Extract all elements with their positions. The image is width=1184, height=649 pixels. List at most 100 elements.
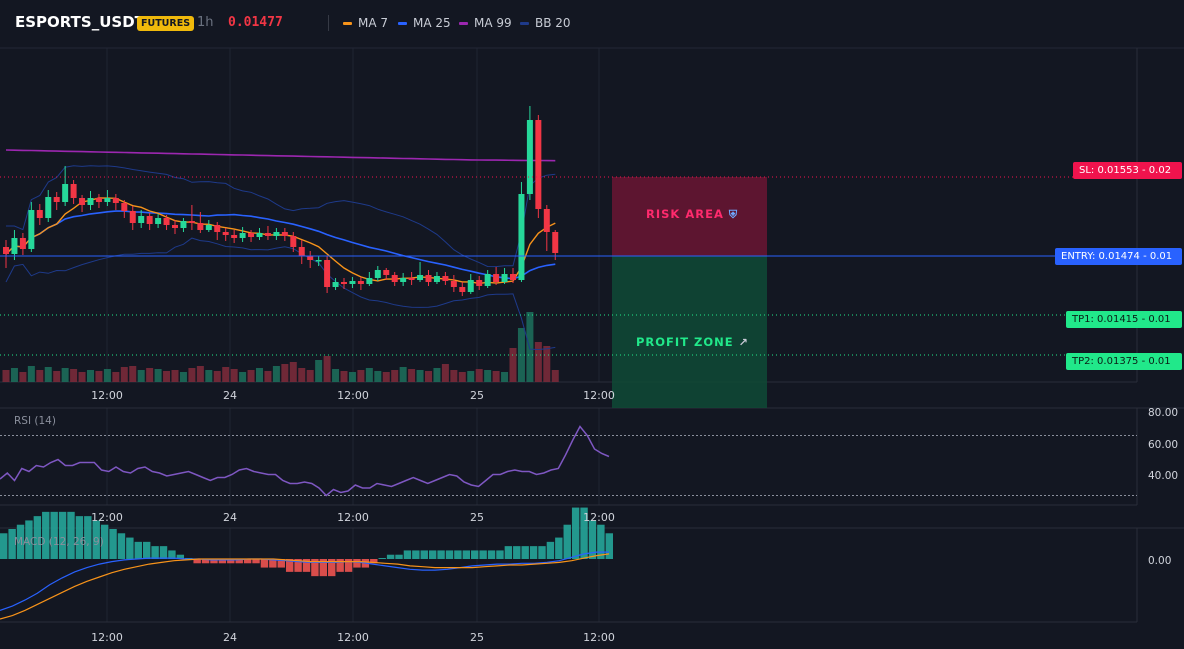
- volume-bar: [36, 370, 44, 382]
- futures-badge: FUTURES: [137, 16, 195, 31]
- volume-bar: [205, 370, 213, 382]
- volume-bar: [441, 364, 449, 382]
- macd-histogram-bar: [504, 546, 513, 559]
- macd-histogram-bar: [605, 533, 613, 559]
- symbol-name[interactable]: ESPORTS_USDT: [15, 13, 145, 31]
- bb-swatch-icon: [520, 22, 529, 25]
- macd-histogram-bar: [193, 559, 201, 564]
- macd-histogram-bar: [328, 559, 336, 577]
- candle-body: [433, 276, 440, 282]
- volume-bar: [382, 372, 390, 382]
- volume-bar: [399, 367, 407, 382]
- candle-body: [315, 260, 322, 262]
- volume-bar: [163, 371, 171, 382]
- candle-body: [3, 247, 9, 254]
- macd-histogram-bar: [555, 537, 563, 559]
- volume-bar: [289, 362, 297, 382]
- profit-zone: [612, 256, 767, 408]
- take-profit-1-label[interactable]: TP1: 0.01415 - 0.01: [1066, 311, 1182, 328]
- bollinger-bands: [5, 165, 556, 351]
- macd-histogram-bar: [479, 550, 487, 559]
- volume-bar: [509, 348, 517, 382]
- candle-body: [155, 218, 162, 224]
- legend-ma7[interactable]: MA 7: [343, 16, 388, 30]
- volume-bar: [70, 369, 78, 382]
- macd-histogram-bar: [0, 533, 8, 559]
- macd-histogram-bar: [168, 550, 176, 559]
- time-tick-label: 12:00: [583, 511, 615, 524]
- rsi-line: [0, 425, 610, 497]
- volume-bar: [239, 372, 247, 382]
- time-tick-label: 24: [223, 389, 237, 402]
- macd-histogram-bar: [210, 559, 218, 564]
- macd-histogram-bar: [471, 550, 479, 559]
- rocket-icon: ↗: [738, 336, 749, 349]
- volume-bar: [315, 360, 323, 382]
- legend-bb20[interactable]: BB 20: [520, 16, 571, 30]
- volume-bar: [374, 371, 382, 382]
- stop-loss-label[interactable]: SL: 0.01553 - 0.02: [1073, 162, 1182, 179]
- macd-histogram-bar: [92, 520, 100, 559]
- ma7-line: [5, 197, 556, 285]
- candle-body: [214, 225, 221, 232]
- moving-averages: [5, 149, 556, 285]
- macd-histogram-bar: [521, 546, 529, 559]
- candle-body: [535, 120, 542, 209]
- time-tick-label: 12:00: [91, 631, 123, 644]
- volume-bar: [272, 366, 280, 382]
- volume-bar: [27, 366, 35, 382]
- legend-ma99[interactable]: MA 99: [459, 16, 512, 30]
- volume-bar: [534, 342, 542, 382]
- time-tick-label: 25: [470, 631, 484, 644]
- candlesticks[interactable]: [3, 106, 559, 296]
- volume-bar: [543, 346, 551, 382]
- macd-histogram-bar: [100, 524, 109, 559]
- macd-histogram-bar: [370, 559, 378, 564]
- candle-body: [129, 211, 136, 223]
- rsi-tick-80: 80.00: [1148, 407, 1179, 419]
- level-lines: [0, 176, 1137, 356]
- candle-body: [95, 198, 102, 202]
- profit-zone-label: PROFIT ZONE ↗: [636, 335, 749, 349]
- time-tick-label: 24: [223, 511, 237, 524]
- candle-body: [324, 260, 331, 287]
- legend-ma25[interactable]: MA 25: [398, 16, 451, 30]
- interval-label[interactable]: 1h: [197, 15, 214, 30]
- macd-histogram-bar: [344, 559, 353, 572]
- candle-body: [172, 225, 178, 228]
- macd-histogram-bar: [378, 558, 386, 559]
- volume-bar: [222, 367, 230, 382]
- volume-bar: [137, 370, 145, 382]
- risk-area-text: RISK AREA: [646, 207, 724, 221]
- entry-label[interactable]: ENTRY: 0.01474 - 0.01: [1055, 248, 1182, 265]
- volume-bar: [103, 369, 111, 382]
- risk-area-zone: [612, 177, 767, 256]
- macd-histogram-bar: [50, 511, 58, 559]
- volume-bar: [264, 371, 272, 382]
- macd-histogram-bar: [151, 546, 159, 559]
- ma99-line: [5, 149, 556, 162]
- volume-bar: [129, 366, 137, 382]
- volume-bar: [2, 370, 10, 382]
- volume-bar: [340, 371, 348, 382]
- take-profit-2-label[interactable]: TP2: 0.01375 - 0.01: [1066, 353, 1182, 370]
- candle-body: [256, 233, 263, 237]
- candle-body: [510, 274, 516, 280]
- candle-body: [526, 120, 533, 194]
- volume-bar: [357, 370, 365, 382]
- bb-upper-line: [6, 165, 556, 268]
- volume-bar: [450, 370, 458, 382]
- legend-label: MA 25: [413, 16, 451, 30]
- macd-histogram-bar: [412, 550, 420, 559]
- candle-body: [19, 238, 26, 249]
- candle-body: [349, 281, 356, 284]
- candle-body: [62, 184, 69, 202]
- ma7-swatch-icon: [343, 22, 352, 25]
- volume-bar: [492, 371, 500, 382]
- volume-bar: [213, 371, 221, 382]
- macd-histogram-bar: [8, 529, 16, 559]
- volume-bar: [53, 371, 61, 382]
- candle-body: [222, 232, 229, 235]
- macd-histogram-bar: [311, 559, 319, 577]
